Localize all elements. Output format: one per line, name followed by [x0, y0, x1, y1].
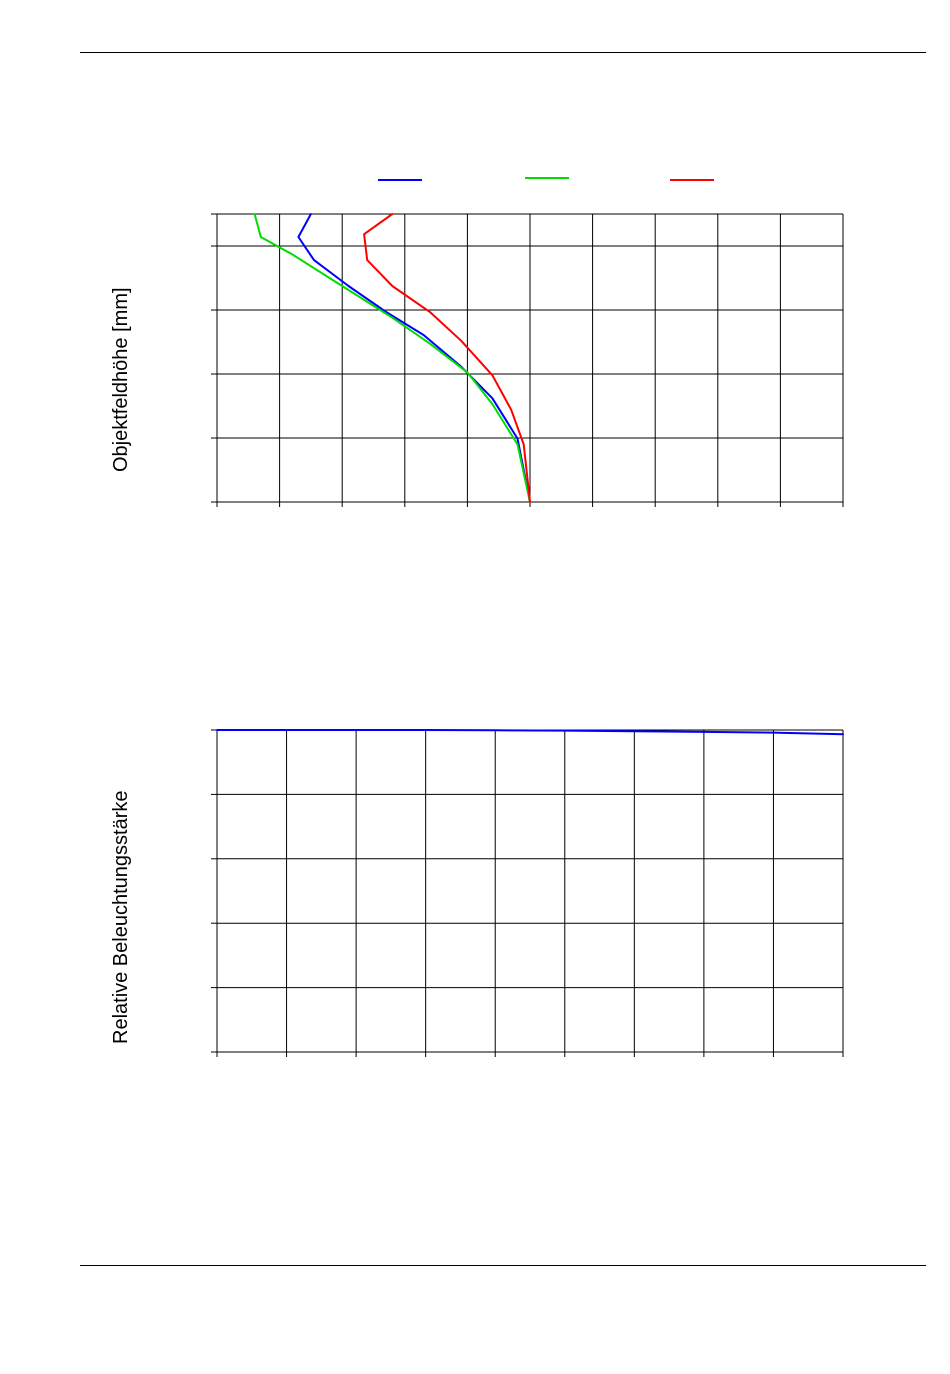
chart1-series-1-line [297, 213, 531, 503]
chart2-series-1-line [216, 729, 844, 736]
chart1-series-3-line [363, 213, 531, 503]
chart1-series-2-line [253, 213, 531, 503]
bottom-rule [80, 1265, 926, 1266]
top-rule [80, 52, 926, 53]
